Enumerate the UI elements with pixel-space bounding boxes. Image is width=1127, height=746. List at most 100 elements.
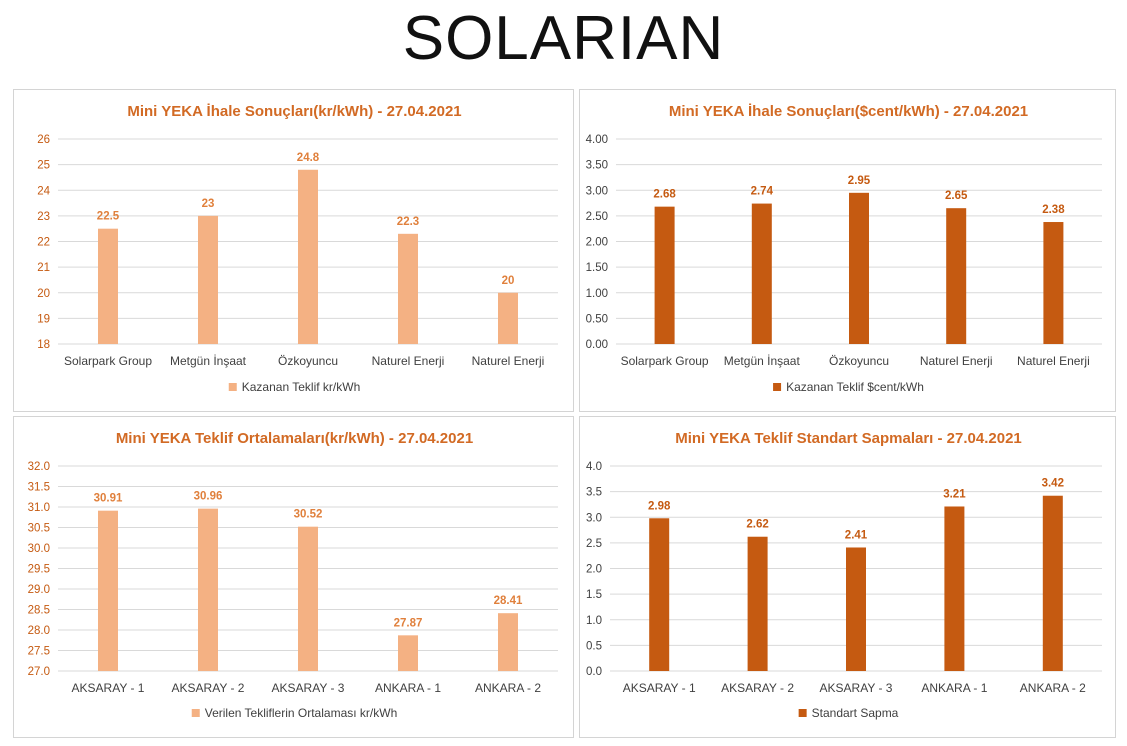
y-tick-label: 28.5 [28,605,50,617]
x-tick-label: Metgün İnşaat [724,354,801,368]
x-tick-label: Solarpark Group [621,354,709,368]
x-tick-label: Metgün İnşaat [170,354,247,368]
y-tick-label: 32.0 [28,461,50,473]
legend-swatch [191,709,200,717]
chart-panel-tariff-cent: Mini YEKA İhale Sonuçları($cent/kWh) - 2… [579,89,1116,412]
legend-swatch [228,383,237,391]
x-tick-label: Özkoyuncu [829,354,889,368]
chart-panel-bid-averages: Mini YEKA Teklif Ortalamaları(kr/kWh) - … [13,416,574,738]
bar [498,613,518,671]
y-tick-label: 27.0 [28,666,50,678]
chart-tariff-kr: Mini YEKA İhale Sonuçları(kr/kWh) - 27.0… [37,103,558,394]
y-tick-label: 3.5 [586,487,602,499]
data-label: 30.96 [194,491,223,503]
data-label: 2.41 [845,529,868,541]
y-tick-label: 28.0 [28,625,50,637]
y-tick-label: 3.0 [586,512,602,524]
y-tick-label: 22 [37,237,50,249]
bar [654,206,675,344]
bar [946,208,967,344]
y-tick-label: 2.5 [586,538,602,550]
y-tick-label: 4.0 [586,461,602,473]
y-tick-label: 2.00 [586,237,608,249]
y-tick-label: 31.5 [28,482,50,494]
y-tick-label: 27.5 [28,646,50,658]
data-label: 2.74 [751,186,774,198]
bar [846,547,866,671]
bar [1043,222,1064,344]
y-tick-label: 24 [37,185,50,197]
data-label: 2.65 [945,190,968,202]
y-tick-label: 1.5 [586,589,602,601]
y-tick-label: 29.0 [28,584,50,596]
legend-label: Kazanan Teklif $cent/kWh [786,380,924,394]
chart-title: Mini YEKA İhale Sonuçları(kr/kWh) - 27.0… [127,103,461,120]
y-tick-label: 19 [37,313,50,325]
x-tick-label: AKSARAY - 1 [72,681,145,695]
y-tick-label: 0.50 [586,313,608,325]
y-tick-label: 2.50 [586,211,608,223]
y-tick-label: 2.0 [586,564,602,576]
data-label: 30.91 [94,493,123,505]
x-tick-label: ANKARA - 2 [475,681,541,695]
data-label: 3.42 [1042,478,1064,490]
chart-panel-tariff-kr: Mini YEKA İhale Sonuçları(kr/kWh) - 27.0… [13,89,574,412]
chart-std-deviation: Mini YEKA Teklif Standart Sapmaları - 27… [586,430,1102,720]
bar [198,508,218,671]
bar [747,536,768,671]
chart-title: Mini YEKA Teklif Ortalamaları(kr/kWh) - … [116,430,473,447]
y-tick-label: 0.5 [586,640,602,652]
data-label: 2.38 [1042,204,1065,216]
x-tick-label: AKSARAY - 2 [721,681,794,695]
legend-label: Standart Sapma [812,706,899,720]
bar [298,169,318,344]
x-tick-label: Naturel Enerji [472,354,545,368]
x-tick-label: Naturel Enerji [372,354,445,368]
data-label: 2.95 [848,175,871,187]
data-label: 2.68 [653,189,676,201]
x-tick-label: Solarpark Group [64,354,152,368]
y-tick-label: 18 [37,339,50,351]
legend-swatch [773,383,782,391]
legend-label: Kazanan Teklif kr/kWh [242,380,361,394]
data-label: 2.62 [746,519,768,531]
bar [1042,495,1063,671]
bar [398,635,418,671]
y-tick-label: 4.00 [586,134,608,146]
y-tick-label: 1.50 [586,262,608,274]
y-tick-label: 21 [37,262,50,274]
y-tick-label: 30.5 [28,523,50,535]
bar [98,228,118,344]
y-tick-label: 20 [37,288,50,300]
chart-title: Mini YEKA İhale Sonuçları($cent/kWh) - 2… [669,103,1028,120]
y-tick-label: 1.0 [586,615,602,627]
data-label: 22.5 [97,211,120,223]
legend-swatch [798,709,807,717]
y-tick-label: 0.0 [586,666,602,678]
bar [498,292,518,344]
bar [398,233,418,344]
chart-tariff-cent: Mini YEKA İhale Sonuçları($cent/kWh) - 2… [586,103,1102,394]
x-tick-label: ANKARA - 1 [375,681,441,695]
bar [751,203,772,344]
chart-bid-averages: Mini YEKA Teklif Ortalamaları(kr/kWh) - … [28,430,558,720]
y-tick-label: 0.00 [586,339,608,351]
bar [944,506,965,671]
y-tick-label: 30.0 [28,543,50,555]
chart-title: Mini YEKA Teklif Standart Sapmaları - 27… [675,430,1022,447]
y-tick-label: 3.50 [586,160,608,172]
bar [98,510,118,671]
bar [849,192,869,344]
data-label: 30.52 [294,509,323,521]
x-tick-label: ANKARA - 2 [1020,681,1086,695]
data-label: 24.8 [297,152,320,164]
data-label: 28.41 [494,595,523,607]
y-tick-label: 23 [37,211,50,223]
data-label: 20 [502,275,515,287]
data-label: 22.3 [397,216,419,228]
y-tick-label: 31.0 [28,502,50,514]
x-tick-label: Naturel Enerji [1017,354,1090,368]
x-tick-label: AKSARAY - 3 [820,681,893,695]
chart-panel-std-deviation: Mini YEKA Teklif Standart Sapmaları - 27… [579,416,1116,738]
y-tick-label: 25 [37,160,50,172]
